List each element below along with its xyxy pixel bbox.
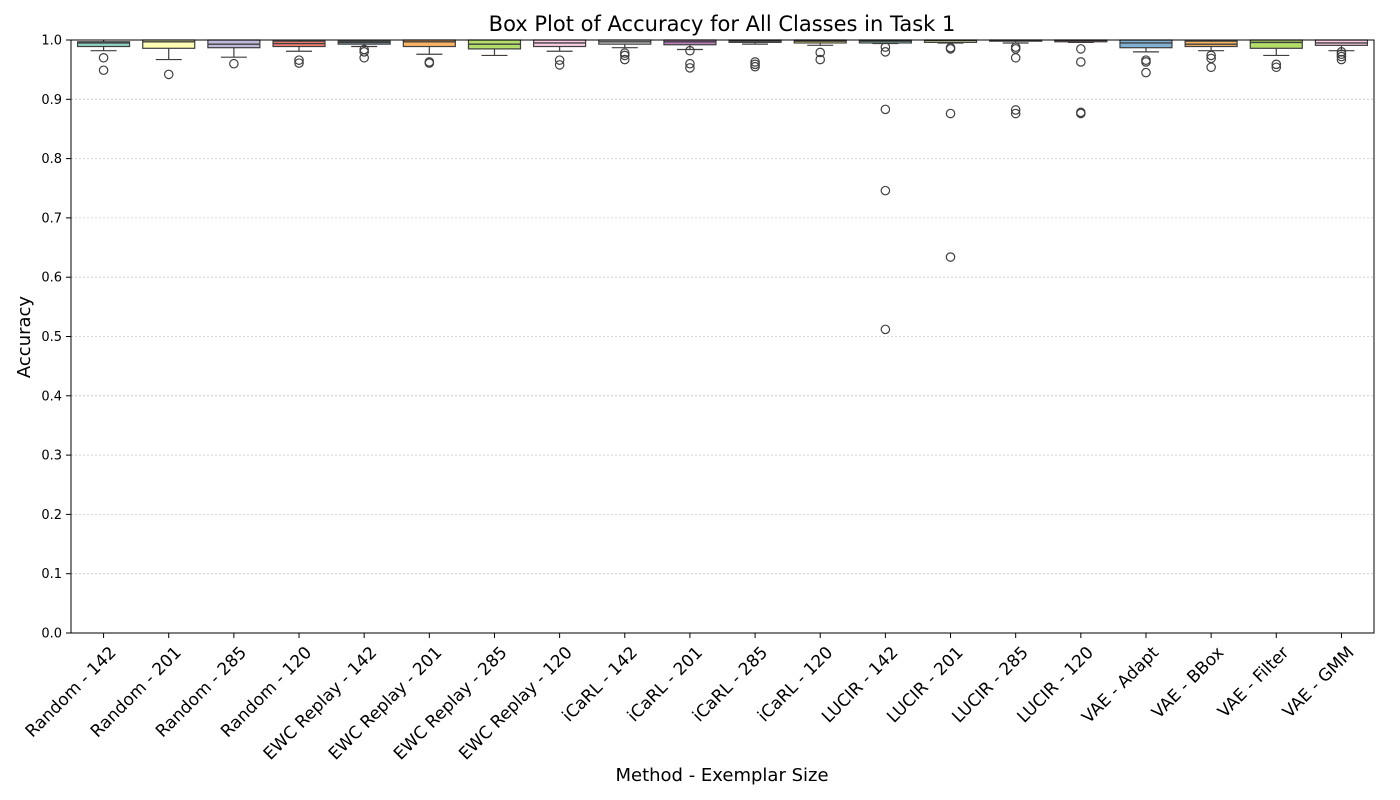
outlier-point [685,45,695,56]
box-group [793,39,847,65]
y-tick-label: 0.2 [41,508,62,523]
outlier-point [554,55,565,65]
y-tick-label: 0.5 [41,330,62,345]
outlier-point [554,60,565,70]
outlier-point [619,54,630,65]
outlier-point [1336,51,1347,62]
outlier-point [685,63,695,73]
outlier-point [1206,50,1216,61]
y-axis-label: Accuracy [14,296,35,379]
box [1119,39,1173,49]
box-group [142,39,196,80]
box-group [598,39,652,65]
outlier-point [750,57,760,67]
box-group [272,40,326,68]
outlier-point [945,44,956,54]
outlier-point [359,47,369,57]
outlier-point [815,54,826,65]
x-tick-label: EWC Replay - 142 [260,643,381,764]
outlier-point [1271,62,1282,73]
box [1249,39,1303,49]
box [76,41,131,48]
y-tick-label: 0.3 [41,449,62,464]
box-group [663,39,717,73]
box-group [1119,39,1173,78]
y-tick-label: 0.9 [41,93,62,108]
outlier-point [229,58,239,69]
outlier-point [1206,62,1216,73]
outlier-point [945,252,956,262]
box-group [76,40,131,76]
box-group [533,39,587,70]
box-group [1249,39,1303,73]
y-axis-ticks: 0.0 0.1 0.2 0.3 0.4 0.5 0.6 0.7 0.8 0.9 1.0 [41,34,71,642]
x-tick-label: EWC Replay - 285 [390,643,511,764]
outlier-point [880,185,891,196]
outlier-point [1336,54,1347,65]
plot-frame [70,39,1375,634]
outlier-point [815,47,826,58]
outlier-point [1010,52,1021,63]
outlier-point [1010,108,1021,119]
box-group [923,39,978,262]
outlier-point [619,50,630,61]
outlier-point [1336,47,1347,57]
outlier-point [1010,105,1021,115]
y-tick-label: 1.0 [41,34,62,49]
outlier-point [685,58,695,69]
box-group [1184,40,1238,73]
box-group [989,39,1043,119]
outlier-point [424,58,435,68]
y-tick-label: 0.6 [41,271,62,286]
outlier-point [1076,57,1086,67]
outlier-point [1141,57,1151,67]
outlier-point [1076,108,1086,119]
outlier-point [1141,67,1151,78]
outlier-point [1336,49,1347,60]
y-grid-lines [71,39,1374,634]
outlier-point [619,48,630,58]
outlier-point [750,59,760,70]
box-group [1054,39,1108,119]
x-axis-label: Method - Exemplar Size [615,765,828,786]
box-group [1314,39,1369,65]
box-group [207,39,261,69]
outlier-point [163,69,174,80]
outlier-point [294,55,304,65]
box-group [467,39,522,57]
x-tick-label: EWC Replay - 120 [455,643,576,764]
y-tick-label: 0.1 [41,567,62,582]
outlier-point [880,104,891,115]
outlier-point [1076,44,1086,54]
box-group [402,39,456,68]
box-group [337,40,391,63]
outlier-point [1271,59,1282,70]
outlier-point [945,108,956,119]
outlier-point [359,52,369,63]
outlier-point [880,47,891,57]
outlier-point [98,65,109,76]
chart-title: Box Plot of Accuracy for All Classes in … [489,12,956,36]
y-tick-label: 0.0 [41,627,62,642]
outlier-point [750,61,760,72]
box [402,39,456,48]
box-group [858,39,912,335]
outlier-point [880,324,891,335]
box-group [728,39,782,72]
y-tick-label: 0.7 [41,211,62,226]
outlier-point [98,52,109,63]
y-tick-label: 0.4 [41,389,62,404]
y-tick-label: 0.8 [41,152,62,167]
outlier-point [880,42,891,52]
boxes [76,39,1369,335]
x-tick-label: EWC Replay - 201 [325,643,446,764]
outlier-point [294,58,304,68]
